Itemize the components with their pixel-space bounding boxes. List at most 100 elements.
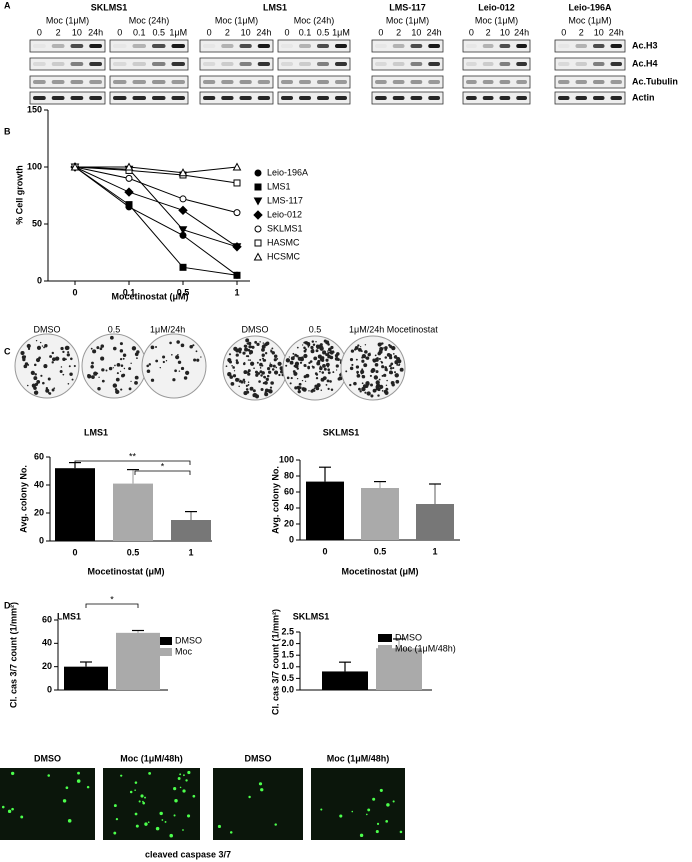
blot-band (113, 62, 127, 66)
significance-label: * (110, 594, 114, 604)
bar (376, 648, 422, 690)
colony (193, 358, 197, 362)
colony (261, 347, 265, 352)
colony (60, 346, 64, 351)
fluorescent-cell (258, 782, 263, 786)
colony (286, 376, 290, 380)
colony (148, 363, 152, 366)
colony (292, 352, 295, 355)
colony (255, 372, 258, 374)
fluorescent-cell (399, 830, 403, 834)
colony (329, 350, 334, 355)
blot-band (257, 44, 270, 48)
colony (68, 365, 71, 368)
colony (245, 384, 248, 387)
colony (330, 345, 334, 350)
blot-band (558, 96, 570, 100)
colony (381, 342, 384, 345)
fluorescent-cell (142, 801, 146, 805)
y-tick-label: 150 (27, 104, 42, 114)
colony (96, 346, 100, 350)
colony (372, 359, 377, 363)
fluorescent-cell (183, 774, 185, 777)
colony (112, 346, 117, 351)
blot-band (171, 62, 185, 66)
colony (379, 384, 384, 389)
legend-label: Leio-012 (267, 209, 302, 219)
colony (40, 374, 43, 377)
colony (264, 380, 268, 385)
bar (322, 671, 368, 690)
colony (254, 394, 260, 399)
legend-label: SKLMS1 (267, 223, 303, 233)
colony (311, 340, 315, 343)
colony-plate (141, 333, 207, 399)
colony (119, 358, 123, 361)
colony (339, 373, 342, 377)
colony (296, 346, 299, 349)
plate-label: 0.5 (309, 324, 322, 334)
blot-band (575, 80, 587, 84)
colony (112, 383, 118, 388)
blot-band (558, 80, 570, 84)
x-axis-label: Mocetinostat (μM) (341, 566, 418, 576)
colony (313, 356, 318, 361)
colony (24, 355, 27, 358)
blot-band (317, 80, 329, 84)
legend-marker (254, 183, 262, 191)
fluorescent-cell (179, 786, 182, 789)
fluorescent-cell (67, 819, 72, 823)
protein-label: Ac.H4 (632, 58, 658, 68)
colony (33, 390, 39, 395)
lane-label: 10 (411, 27, 421, 37)
colony (263, 359, 267, 362)
blot-band (482, 44, 494, 48)
protein-label: Actin (632, 92, 655, 102)
treatment-label: Moc (1μM) (46, 15, 89, 25)
colony (236, 350, 238, 353)
colony (266, 367, 271, 371)
blot-strip (277, 91, 351, 105)
plate-label: 0.5 (108, 324, 121, 334)
colony (235, 377, 240, 382)
colony (120, 388, 123, 391)
colony (325, 384, 328, 386)
lane-label: 10 (594, 27, 604, 37)
colony (259, 367, 262, 369)
colony (243, 344, 247, 348)
colony (243, 370, 248, 375)
significance-bracket (85, 603, 139, 608)
colony (20, 351, 25, 356)
colony (169, 341, 172, 345)
colony (261, 357, 265, 360)
fluorescence-image (103, 768, 200, 840)
blot-strip (277, 57, 351, 71)
colony (389, 345, 393, 349)
colony (392, 353, 395, 355)
blot-band (516, 44, 527, 48)
fluorescent-cell (155, 826, 160, 831)
blot-band (33, 44, 46, 48)
fluorescent-cell (386, 803, 390, 807)
y-tick-label: 0 (289, 534, 294, 544)
significance-bracket (134, 470, 191, 475)
colony (373, 375, 379, 380)
colony (249, 386, 254, 391)
colony (327, 351, 329, 353)
colony (42, 381, 45, 385)
colony (189, 345, 193, 349)
blot-strip (29, 91, 106, 105)
blot-band (33, 80, 46, 84)
colony (155, 346, 158, 348)
colony (165, 360, 168, 362)
treatment-label: Moc (24h) (129, 15, 170, 25)
plate-label: DMSO (34, 324, 61, 334)
lane-label: 24h (514, 27, 529, 37)
blot-band (375, 96, 387, 100)
colony (319, 370, 321, 373)
fluorescent-cell (161, 819, 164, 821)
colony (90, 364, 94, 369)
y-tick-label: 100 (279, 454, 294, 464)
legend-swatch (158, 648, 172, 656)
y-tick-label: 40 (42, 638, 52, 648)
